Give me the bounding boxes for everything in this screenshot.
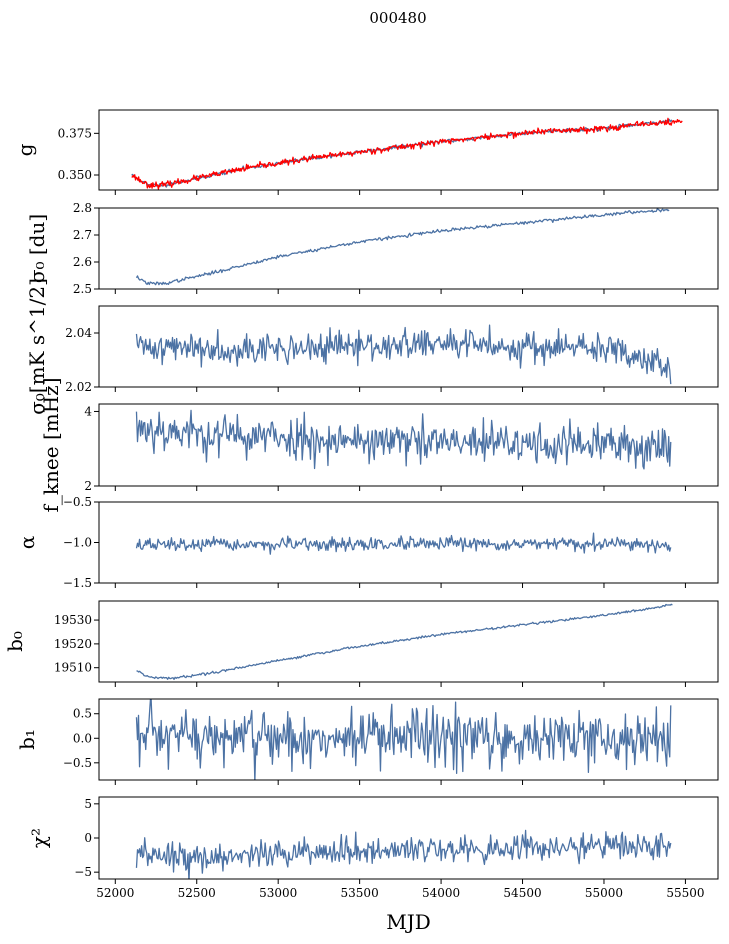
series-line-3-1 <box>135 324 672 385</box>
y-tick-label: 19530 <box>54 613 92 627</box>
panel-4: 2 4 f_knee [mHz] <box>39 378 719 513</box>
y-axis-label: α <box>15 536 39 550</box>
series-line-6-1 <box>136 603 673 681</box>
x-tick-label: 55500 <box>666 886 704 900</box>
series-line-7-1 <box>135 699 672 780</box>
y-tick-label: 0.350 <box>58 168 92 182</box>
series-line-4-1 <box>135 409 672 470</box>
y-tick-label: −5 <box>74 865 92 879</box>
x-tick-label: 53000 <box>259 886 297 900</box>
y-tick-label: 2 <box>84 479 92 493</box>
y-axis-label: χ² <box>27 828 51 848</box>
y-tick-label: −1.0 <box>63 536 92 550</box>
y-tick-label: 4 <box>84 404 92 418</box>
y-axis-label: g <box>13 143 37 156</box>
x-tick-label: 55000 <box>585 886 623 900</box>
y-tick-label: 0.5 <box>73 707 92 721</box>
y-tick-label: −0.5 <box>63 756 92 770</box>
x-tick-label: 53500 <box>341 886 379 900</box>
y-axis-label: b₁ <box>15 729 39 750</box>
y-tick-label: 19520 <box>54 637 92 651</box>
y-axis-label: f_knee [mHz] <box>39 378 63 513</box>
panel-6: 19510 19520 19530 b₀ <box>3 600 719 687</box>
y-tick-label: 2.8 <box>73 201 92 215</box>
panel-1: 0.350 0.375 g <box>13 109 719 195</box>
panels: 0.350 0.375 g 2.5 2.6 2.7 2.8 σ₀ [du] 2.02 2.04 σ₀… <box>3 109 719 934</box>
y-tick-label: 2.7 <box>73 228 92 242</box>
axes-frame <box>98 403 719 487</box>
panel-5: −1.5 −1.0 −0.5 α <box>15 495 719 590</box>
x-axis-label: MJD <box>386 910 431 934</box>
y-tick-label: −0.5 <box>63 495 92 509</box>
axes-frame <box>98 109 719 191</box>
y-tick-label: 2.5 <box>73 282 92 296</box>
y-tick-label: 2.02 <box>65 380 92 394</box>
y-tick-label: 5 <box>84 797 92 811</box>
y-tick-label: 0.375 <box>58 126 92 140</box>
series-line-5-1 <box>135 532 672 555</box>
panel-2: 2.5 2.6 2.7 2.8 σ₀ [du] <box>25 201 719 296</box>
y-axis-label: σ₀[mK s^1/2] <box>25 278 49 415</box>
series-line-1-2 <box>131 117 683 190</box>
y-tick-label: −1.5 <box>63 576 92 590</box>
x-tick-label: 52500 <box>178 886 216 900</box>
axes-frame <box>98 207 719 290</box>
axes-frame <box>98 698 719 781</box>
y-tick-label: 19510 <box>54 661 92 675</box>
y-tick-label: 2.6 <box>73 255 92 269</box>
figure-suptitle: 000480 <box>369 9 426 27</box>
series-line-2-1 <box>135 208 670 286</box>
x-tick-label: 52000 <box>96 886 134 900</box>
y-tick-label: 0.0 <box>73 731 92 745</box>
series-line-8-1 <box>135 829 672 879</box>
panel-8: −5 0 5 52000 52500 53000 53500 54000 54500 55000 5… <box>27 796 719 934</box>
y-axis-label: σ₀ [du] <box>25 214 49 283</box>
x-tick-label: 54500 <box>503 886 541 900</box>
y-tick-label: 2.04 <box>65 326 92 340</box>
axes-frame <box>98 600 719 683</box>
panel-7: −0.5 0.0 0.5 b₁ <box>15 698 719 785</box>
x-tick-label: 54000 <box>422 886 460 900</box>
y-axis-label: b₀ <box>3 631 27 652</box>
axes-frame <box>98 305 719 388</box>
y-tick-label: 0 <box>84 831 92 845</box>
panel-3: 2.02 2.04 σ₀[mK s^1/2] <box>25 278 719 415</box>
